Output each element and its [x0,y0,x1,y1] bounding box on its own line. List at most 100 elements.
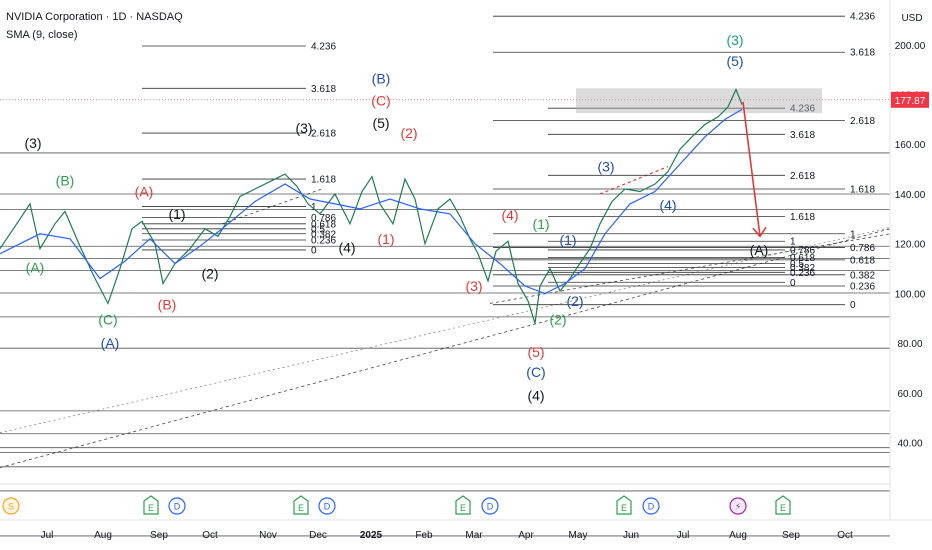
event-symbol: E [460,503,466,513]
y-tick-label: 200.00 [895,41,926,52]
wave-label: (2) [549,312,566,328]
wave-label: (C) [371,93,390,109]
y-tick-label: 140.00 [895,190,926,201]
wave-label: (B) [158,297,177,313]
fib-level-label: 0.618 [850,255,875,266]
x-tick-label: Oct [837,530,853,541]
x-tick-label: Apr [518,530,534,541]
wave-label: (3) [24,135,41,151]
wave-label: (2) [201,266,218,282]
price-series-line [0,87,743,324]
y-tick-label: 40.00 [897,439,922,450]
indicator-label[interactable]: SMA (9, close) [6,29,78,41]
last-price-badge [891,91,929,108]
x-tick-label: Jul [41,530,54,541]
chart-title: NVIDIA Corporation · 1D · NASDAQ [6,11,183,23]
event-symbol: E [780,503,786,513]
earnings-icon [775,495,791,515]
event-marker-earnings[interactable]: E [143,495,159,515]
earnings-icon [455,495,471,515]
wave-label: (2) [566,293,583,309]
y-tick-label: 100.00 [895,289,926,300]
event-symbol: ⚡ [735,503,741,513]
wave-label: (C) [98,312,117,328]
event-marker-dividend[interactable]: D [318,497,336,515]
event-marker-earnings[interactable]: E [293,495,309,515]
fib-level-label: 2.618 [311,129,336,140]
projection-arrow-head [752,226,767,238]
event-marker-split[interactable]: S [2,497,20,515]
fib-level-label: 0.5 [311,224,325,235]
trendline-dashed-red [599,166,669,195]
earnings-icon [293,495,309,515]
fib-level-label: 1.618 [311,175,336,186]
fib-level-label: 0.618 [790,253,815,264]
fib-level-label: 0.786 [790,245,815,256]
fib-level-label: 1.618 [790,212,815,223]
last-price-label: 177.87 [895,96,926,107]
wave-label: (C) [526,364,545,380]
wave-label: (4) [659,197,676,213]
wave-label: (3) [597,159,614,175]
fib-level-label: 1 [790,237,796,248]
wave-label: (5) [527,344,544,360]
wave-label: (5) [726,53,743,69]
dividend-icon [318,497,336,515]
fib-level-label: 0.382 [850,270,875,281]
wave-label: (1) [377,231,394,247]
y-tick-label: 120.00 [895,240,926,251]
split-icon [2,497,20,515]
fib-level-label: 3.618 [311,84,336,95]
event-marker-earnings[interactable]: E [455,495,471,515]
fib-level-label: 3.618 [790,130,815,141]
x-tick-label: Feb [415,530,433,541]
event-marker-earnings[interactable]: E [775,495,791,515]
earnings-icon [616,495,632,515]
fib-level-label: 1 [850,229,856,240]
fib-level-label: 0.786 [850,243,875,254]
wave-label: (B) [372,70,391,86]
wave-label: (4) [501,207,518,223]
dividend-icon [168,497,186,515]
event-symbol: D [648,502,655,512]
fib-level-label: 0 [850,300,856,311]
fib-level-label: 0.382 [311,229,336,240]
wave-label: (1) [168,206,185,222]
sma-series-line [0,108,743,295]
y-tick-label: 60.00 [897,389,922,400]
fib-level-label: 0.382 [790,263,815,274]
price-axis [890,0,932,550]
event-marker-earnings[interactable]: E [616,495,632,515]
wave-label: (1) [559,232,576,248]
event-symbol: D [324,502,331,512]
event-symbol: E [621,503,627,513]
fib-level-label: 0.618 [311,219,336,230]
event-marker-dividend[interactable]: D [168,497,186,515]
wave-label: (1) [532,216,549,232]
event-marker-news[interactable]: ⚡ [729,497,747,515]
fib-level-label: 1 [311,202,317,213]
wave-label: (3) [295,120,312,136]
event-symbol: D [174,502,181,512]
event-marker-dividend[interactable]: D [642,497,660,515]
fib-level-label: 2.618 [850,116,875,127]
wave-label: (5) [372,115,389,131]
earnings-icon [143,495,159,515]
currency-label: USD [901,13,922,24]
event-marker-dividend[interactable]: D [481,497,499,515]
x-tick-label: Oct [202,530,218,541]
wave-label: (4) [338,239,355,255]
x-tick-label: Nov [259,530,277,541]
x-tick-label: Aug [94,530,112,541]
wave-label: (A) [750,242,769,258]
fib-level-label: 0 [311,245,317,256]
fib-level-label: 4.236 [790,104,815,115]
wave-label: (2) [400,125,417,141]
fib-level-label: 0 [790,278,796,289]
dividend-icon [481,497,499,515]
fib-level-label: 0.236 [311,236,336,247]
trendline-dashed [0,227,891,434]
wave-label: (A) [26,259,45,275]
x-tick-label: Jun [623,530,639,541]
